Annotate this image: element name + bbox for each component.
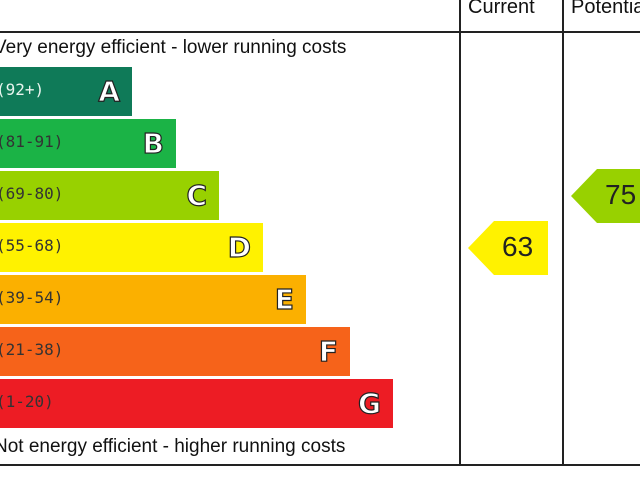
band-e: (39-54) E — [0, 275, 306, 324]
band-f: (21-38) F — [0, 327, 350, 376]
band-b-range: (81-91) — [0, 132, 64, 151]
band-g-range: (1-20) — [0, 392, 54, 411]
bottom-border — [0, 464, 640, 466]
top-caption: Very energy efficient - lower running co… — [0, 37, 347, 58]
band-c-letter: C — [186, 178, 208, 212]
band-d: (55-68) D — [0, 223, 263, 272]
band-b: (81-91) B — [0, 119, 176, 168]
band-d-range: (55-68) — [0, 236, 64, 255]
band-g-letter: G — [357, 386, 381, 420]
current-rating-marker: 63 — [468, 220, 548, 275]
current-column-header: Current — [468, 0, 535, 18]
header-divider — [0, 31, 640, 33]
band-a: (92+) A — [0, 67, 132, 116]
band-b-letter: B — [142, 126, 165, 160]
bottom-caption: Not energy efficient - higher running co… — [0, 436, 346, 457]
band-e-range: (39-54) — [0, 288, 64, 307]
current-column-left-border — [459, 0, 461, 466]
band-a-range: (92+) — [0, 80, 45, 99]
band-c: (69-80) C — [0, 171, 219, 220]
potential-rating-arrow — [571, 168, 640, 223]
potential-column-header: Potential — [571, 0, 640, 18]
potential-rating-marker: 75 — [571, 168, 640, 223]
band-f-letter: F — [318, 334, 338, 368]
potential-rating-value: 75 — [605, 178, 637, 210]
band-e-letter: E — [274, 282, 294, 316]
band-g: (1-20) G — [0, 379, 393, 428]
band-f-range: (21-38) — [0, 340, 64, 359]
current-rating-arrow — [468, 220, 548, 275]
band-d-letter: D — [227, 230, 251, 264]
band-c-range: (69-80) — [0, 184, 64, 203]
potential-column-left-border — [562, 0, 564, 466]
current-rating-value: 63 — [502, 230, 534, 262]
band-a-letter: A — [98, 74, 121, 108]
